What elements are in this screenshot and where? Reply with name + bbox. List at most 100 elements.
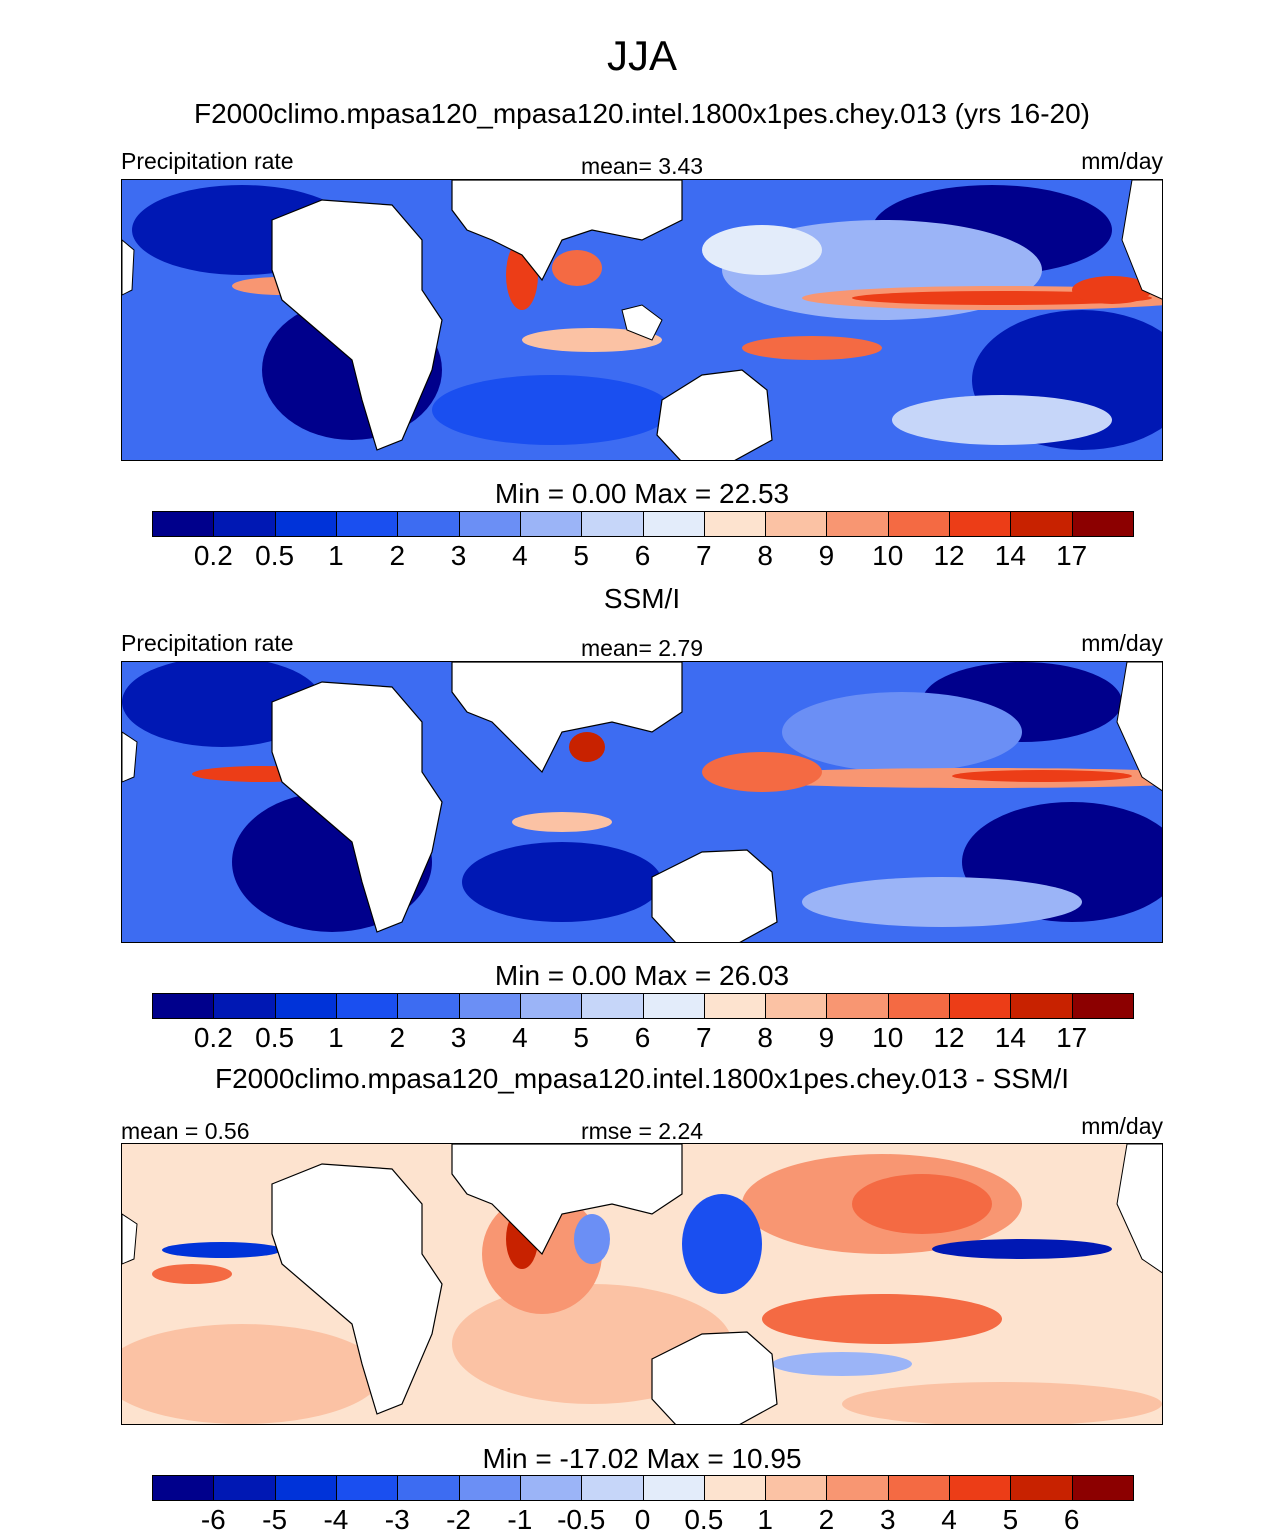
panel3-rmse-label: rmse = 2.24 <box>580 1118 704 1144</box>
colorbar-tick-label: 0.5 <box>684 1504 724 1535</box>
panel1-monsoon-bay-bengal <box>552 250 602 286</box>
colorbar-tick-label: 6 <box>1063 1504 1080 1535</box>
colorbar-tick-label: 10 <box>872 1022 904 1053</box>
colorbar-swatch <box>458 1475 521 1501</box>
colorbar-tick-label: 2 <box>389 540 406 571</box>
colorbar-swatch <box>1010 993 1073 1019</box>
panel2-map <box>121 661 1163 943</box>
colorbar-tick-label: 0.5 <box>255 540 295 571</box>
colorbar-tick-label: 4 <box>512 540 528 571</box>
colorbar-swatch <box>765 1475 828 1501</box>
colorbar-tick-label: -2 <box>446 1504 472 1535</box>
panel1-itcz-east-pacific <box>1072 276 1152 304</box>
panel3-land-south-america <box>122 1213 138 1265</box>
colorbar-tick-label: -0.5 <box>557 1504 606 1535</box>
colorbar-tick-label: 4 <box>512 1022 528 1053</box>
panel2-land-africa <box>271 681 443 933</box>
panel1-light-south-pacific <box>892 395 1112 445</box>
colorbar-tick-label: 3 <box>450 540 467 571</box>
panel3-units-label: mm/day <box>1081 1113 1163 1139</box>
colorbar-tick-label: 5 <box>573 1022 589 1053</box>
panel3-pos-atlantic <box>152 1264 232 1284</box>
colorbar-tick-label: 12 <box>933 1022 965 1053</box>
colorbar-swatch <box>213 511 276 537</box>
colorbar-swatch <box>642 1475 705 1501</box>
colorbar-tick-label: 8 <box>757 540 773 571</box>
colorbar-tick-label: 0 <box>634 1504 651 1535</box>
panel1-light-west-pacific <box>702 225 822 275</box>
panel2-dry-south-indian <box>462 842 662 922</box>
panel3-neg-atlantic <box>162 1242 282 1258</box>
panel3-mean-label: mean = 0.56 <box>121 1118 250 1144</box>
panel1-units-label: mm/day <box>1081 148 1163 174</box>
panel3-land-americas <box>1116 1144 1162 1274</box>
colorbar-tick-label: 14 <box>994 1022 1026 1053</box>
colorbar-swatch <box>274 993 337 1019</box>
colorbar-swatch <box>765 511 828 537</box>
panel1-land-americas <box>1121 180 1162 300</box>
panel2-light-south-pacific <box>802 877 1082 927</box>
panel2-land-south-america <box>122 731 138 783</box>
colorbar-tick-label: 7 <box>696 1022 712 1053</box>
panel3-pos-south-pacific <box>762 1294 1002 1344</box>
colorbar-swatch <box>1071 511 1134 537</box>
colorbar-swatch <box>152 1475 215 1501</box>
colorbar-swatch <box>519 993 583 1019</box>
panel3-land-australia <box>651 1331 778 1424</box>
colorbar-tick-label: 17 <box>1056 540 1088 571</box>
panel2-west-pacific-warm <box>702 752 822 792</box>
colorbar-swatch <box>213 1475 276 1501</box>
panel1-mean-label: mean= 3.43 <box>580 153 704 179</box>
panel3-neg-west-pacific <box>682 1194 762 1294</box>
colorbar-swatch <box>703 1475 767 1501</box>
panel3-neg-bay-bengal <box>574 1214 610 1264</box>
panel3-colorbar <box>152 1475 1134 1501</box>
colorbar-swatch <box>765 993 828 1019</box>
panel2-title: SSM/I <box>603 583 681 614</box>
colorbar-tick-label: 2 <box>818 1504 835 1535</box>
colorbar-tick-label: -4 <box>323 1504 349 1535</box>
colorbar-tick-label: 12 <box>933 540 965 571</box>
colorbar-swatch <box>397 1475 460 1501</box>
panel1-variable-label: Precipitation rate <box>121 148 294 174</box>
panel2-units-label: mm/day <box>1081 630 1163 656</box>
colorbar-swatch <box>274 1475 337 1501</box>
panel2-variable-label: Precipitation rate <box>121 630 294 656</box>
colorbar-swatch <box>397 511 460 537</box>
colorbar-tick-label: 0.5 <box>255 1022 295 1053</box>
colorbar-swatch <box>213 993 276 1019</box>
panel1-land-south-america <box>122 239 135 296</box>
panel1-title: F2000climo.mpasa120_mpasa120.intel.1800x… <box>193 98 1091 129</box>
colorbar-swatch <box>152 511 215 537</box>
panel3-pos-far-south-pacific <box>842 1382 1162 1424</box>
colorbar-tick-label: 8 <box>757 1022 773 1053</box>
colorbar-swatch <box>335 511 399 537</box>
colorbar-tick-label: -3 <box>384 1504 410 1535</box>
colorbar-swatch <box>826 1475 889 1501</box>
colorbar-swatch <box>519 1475 583 1501</box>
colorbar-swatch <box>152 993 215 1019</box>
colorbar-swatch <box>887 1475 951 1501</box>
panel1-indian-band <box>522 328 662 352</box>
colorbar-swatch <box>703 993 767 1019</box>
colorbar-swatch <box>887 511 951 537</box>
panel3-minmax: Min = -17.02 Max = 10.95 <box>482 1443 802 1474</box>
panel1-minmax: Min = 0.00 Max = 22.53 <box>494 478 790 509</box>
colorbar-swatch <box>458 511 521 537</box>
colorbar-tick-label: 0.2 <box>193 540 233 571</box>
colorbar-swatch <box>1071 993 1134 1019</box>
panel3-neg-spcz <box>772 1352 912 1376</box>
colorbar-tick-label: -1 <box>507 1504 533 1535</box>
panel2-land-americas <box>1116 662 1162 792</box>
panel2-indian-band <box>512 812 612 832</box>
panel3-colorbar-labels: -6 -5 -4 -3 -2 -1 -0.5 0 0.5 1 2 3 4 5 6 <box>0 1504 1285 1538</box>
colorbar-tick-label: 6 <box>634 1022 651 1053</box>
panel1-land-africa <box>271 199 443 451</box>
panel1-dry-south-indian <box>432 375 672 445</box>
colorbar-tick-label: -6 <box>200 1504 226 1535</box>
colorbar-swatch <box>581 993 644 1019</box>
panel2-mean-label: mean= 2.79 <box>580 635 704 661</box>
colorbar-tick-label: 5 <box>1002 1504 1019 1535</box>
colorbar-swatch <box>949 1475 1012 1501</box>
colorbar-tick-label: 1 <box>757 1504 773 1535</box>
